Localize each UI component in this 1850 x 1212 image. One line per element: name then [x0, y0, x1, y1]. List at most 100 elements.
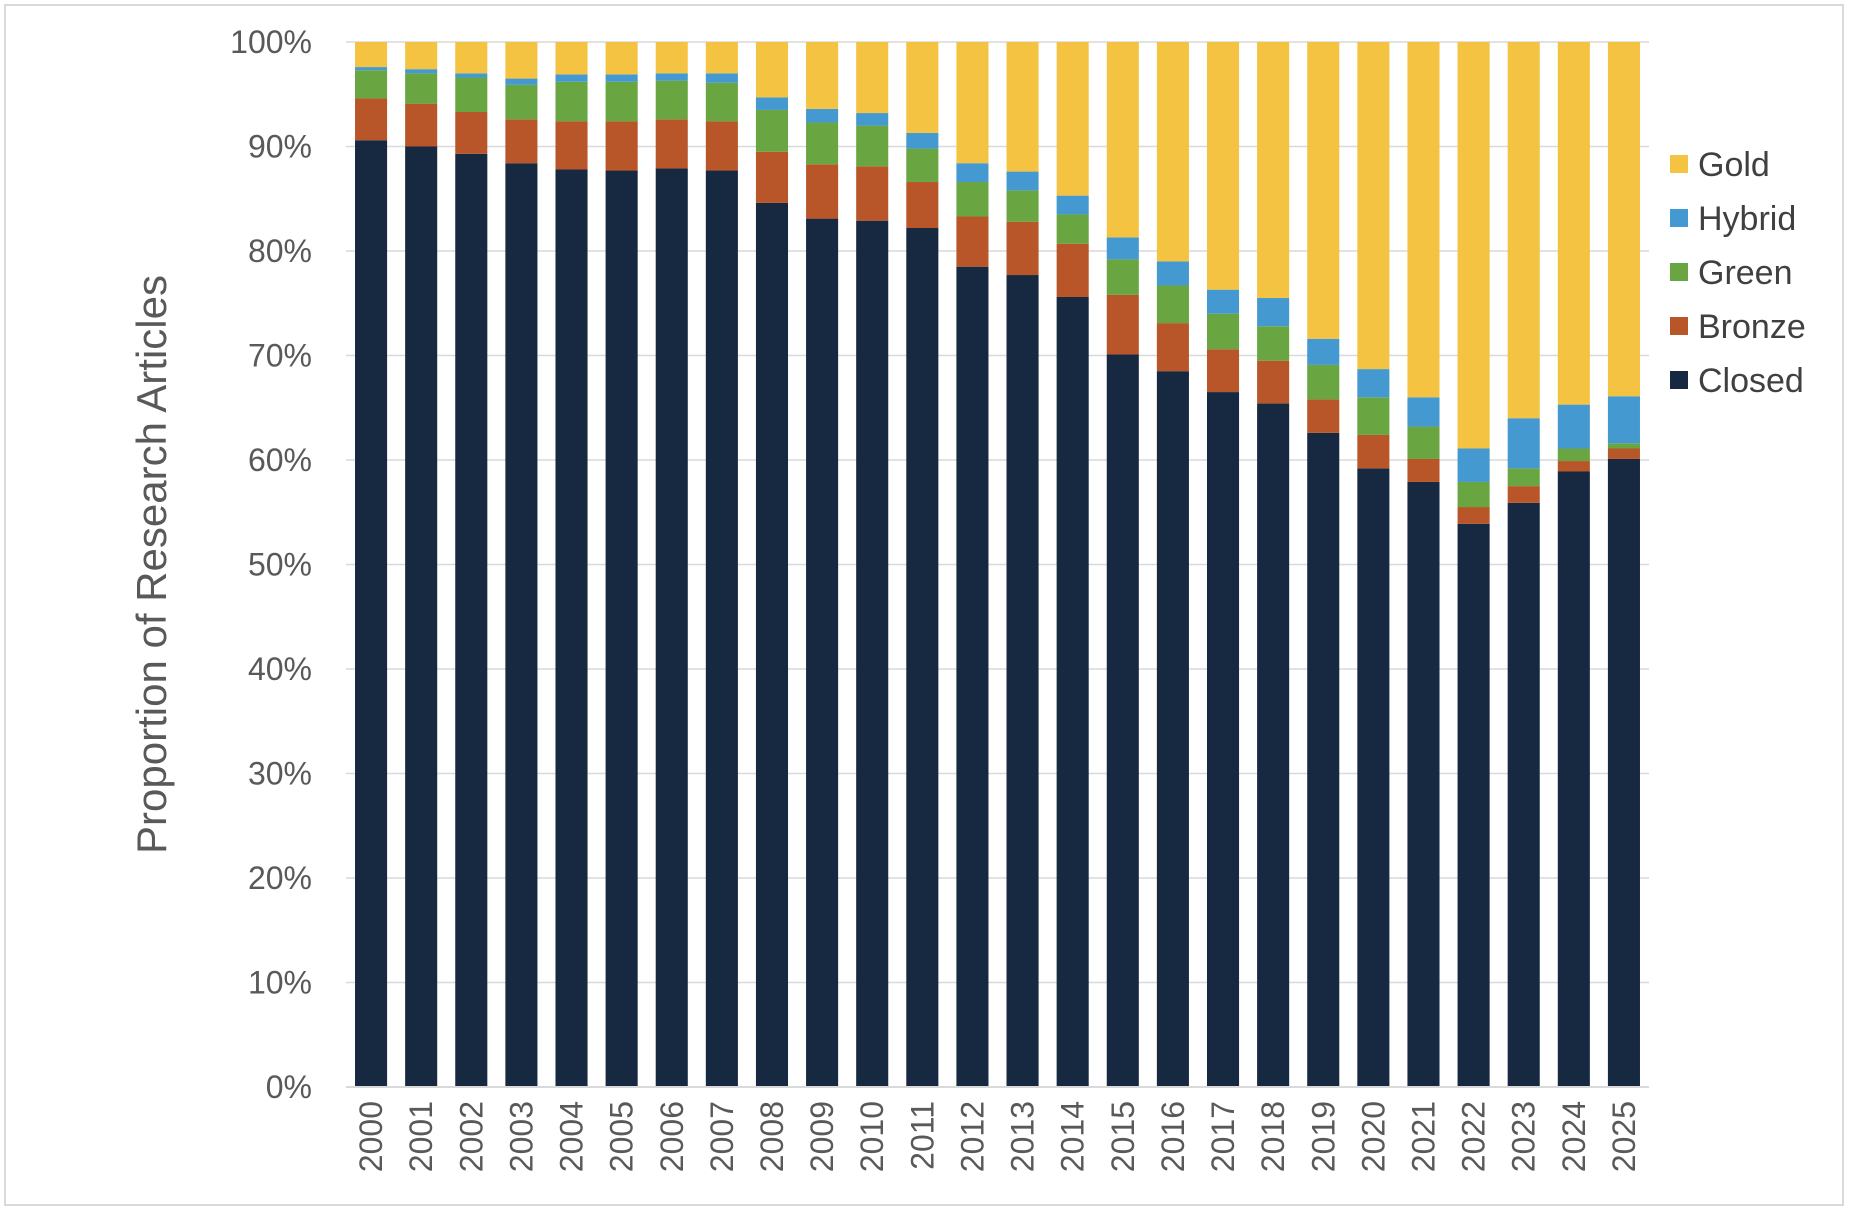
x-tick-label: 2015 — [1105, 1101, 1141, 1172]
bar-segment-gold — [455, 42, 488, 74]
bar-segment-gold — [806, 42, 839, 109]
bar-segment-gold — [355, 42, 388, 68]
bar-segment-hybrid — [655, 73, 688, 81]
x-tick-label: 2005 — [604, 1101, 640, 1172]
y-tick-label: 0% — [266, 1069, 312, 1105]
legend-swatch-bronze — [1670, 317, 1688, 335]
bar-segment-bronze — [1507, 486, 1540, 503]
bar-segment-closed — [705, 170, 738, 1087]
x-tick-labels: 2000 2001 2002 2003 2004 2005 2006 2007 2008 2009… — [353, 1101, 1642, 1172]
bar-segment-green — [605, 81, 638, 122]
bar-segment-hybrid — [1357, 369, 1390, 398]
x-tick-label: 2014 — [1055, 1101, 1091, 1172]
bar-segment-gold — [1407, 42, 1440, 398]
bar-segment-green — [505, 84, 538, 120]
bar-segment-gold — [1106, 42, 1139, 238]
bar-segment-bronze — [605, 121, 638, 171]
bar-segment-closed — [906, 228, 939, 1087]
bar-segment-gold — [1206, 42, 1240, 290]
x-tick-label: 2024 — [1556, 1101, 1592, 1172]
bar-segment-closed — [755, 202, 789, 1087]
bar-segment-gold — [405, 42, 438, 70]
bar-segment-green — [1307, 364, 1340, 400]
bar-segment-bronze — [1607, 448, 1640, 459]
y-tick-label: 60% — [248, 442, 312, 478]
bar-segment-green — [856, 125, 889, 167]
y-tick-label: 90% — [248, 129, 312, 165]
bar-segment-green — [1507, 468, 1540, 487]
x-tick-label: 2016 — [1155, 1101, 1191, 1172]
bar-segment-bronze — [505, 119, 538, 164]
bar-segment-hybrid — [505, 78, 538, 85]
bar-segment-bronze — [1056, 243, 1089, 297]
bar-segment-hybrid — [1457, 448, 1490, 482]
bar-segment-hybrid — [1607, 396, 1640, 444]
bar-segment-hybrid — [355, 67, 388, 71]
bar-segment-green — [555, 81, 588, 122]
bar-segment-hybrid — [806, 108, 839, 123]
y-tick-labels: 0% 10% 20% 30% 40% 50% 60% 70% 80% 90% 100% — [230, 24, 312, 1105]
bar-segment-gold — [1557, 42, 1590, 405]
bar-segment-gold — [1257, 42, 1290, 299]
x-tick-label: 2011 — [904, 1101, 940, 1170]
gridlines — [346, 41, 1649, 984]
bar-segment-hybrid — [1156, 261, 1189, 286]
x-tick-label: 2008 — [754, 1101, 790, 1172]
bar-segment-gold — [1056, 42, 1089, 196]
bar-segment-gold — [1507, 42, 1540, 419]
bar-segment-bronze — [1357, 434, 1390, 469]
bar-segment-green — [405, 73, 438, 104]
bar-segment-hybrid — [1407, 397, 1440, 427]
y-tick-label: 70% — [248, 338, 312, 374]
bar-segment-closed — [1557, 471, 1590, 1087]
bar-segment-bronze — [1106, 294, 1139, 355]
legend-swatch-closed — [1670, 371, 1688, 389]
x-tick-label: 2012 — [954, 1101, 990, 1172]
bar-segment-hybrid — [1307, 338, 1340, 365]
legend-swatch-hybrid — [1670, 209, 1688, 227]
bar-segment-closed — [405, 146, 438, 1087]
x-tick-label: 2003 — [503, 1101, 539, 1172]
bar-segment-gold — [856, 42, 889, 114]
bar-segment-closed — [505, 163, 538, 1088]
bar-segment-hybrid — [455, 73, 488, 78]
bar-segment-closed — [1507, 502, 1540, 1088]
bar-segment-gold — [1457, 42, 1490, 449]
bar-segment-green — [705, 82, 738, 122]
bar-segment-green — [806, 122, 839, 165]
bar-segment-closed — [1056, 296, 1089, 1088]
x-tick-label: 2019 — [1305, 1101, 1341, 1172]
bar-segment-hybrid — [856, 113, 889, 126]
bar-segment-closed — [856, 220, 889, 1087]
x-tick-label: 2010 — [854, 1101, 890, 1172]
x-tick-label: 2004 — [554, 1101, 590, 1172]
bar-segment-hybrid — [1206, 289, 1240, 314]
legend-swatch-green — [1670, 263, 1688, 281]
bar-segment-bronze — [1307, 399, 1340, 433]
bar-segment-green — [956, 182, 989, 217]
bar-segment-closed — [1607, 458, 1640, 1088]
bar-segment-gold — [705, 42, 738, 74]
bar-segment-gold — [1156, 42, 1189, 262]
bar-segment-closed — [1357, 468, 1390, 1087]
bar-segment-hybrid — [1006, 171, 1039, 191]
bar-segment-bronze — [455, 112, 488, 154]
x-tick-label: 2001 — [403, 1101, 439, 1172]
bar-segment-green — [455, 77, 488, 113]
y-axis-title: Proportion of Research Articles — [128, 275, 175, 854]
bar-segment-green — [755, 109, 789, 152]
bar-segment-bronze — [1006, 221, 1039, 276]
bar-segment-closed — [355, 140, 388, 1088]
x-tick-label: 2009 — [804, 1101, 840, 1172]
bar-segment-hybrid — [1557, 404, 1590, 449]
y-tick-label: 50% — [248, 547, 312, 583]
x-tick-label: 2025 — [1606, 1101, 1642, 1172]
bar-segment-hybrid — [1507, 418, 1540, 469]
bar-segment-gold — [1307, 42, 1340, 339]
bar-segment-closed — [1307, 432, 1340, 1088]
x-tick-label: 2007 — [704, 1101, 740, 1172]
x-tick-label: 2006 — [654, 1101, 690, 1172]
bar-segment-bronze — [755, 151, 789, 203]
bar-segment-hybrid — [605, 74, 638, 82]
bars — [355, 42, 1640, 1088]
